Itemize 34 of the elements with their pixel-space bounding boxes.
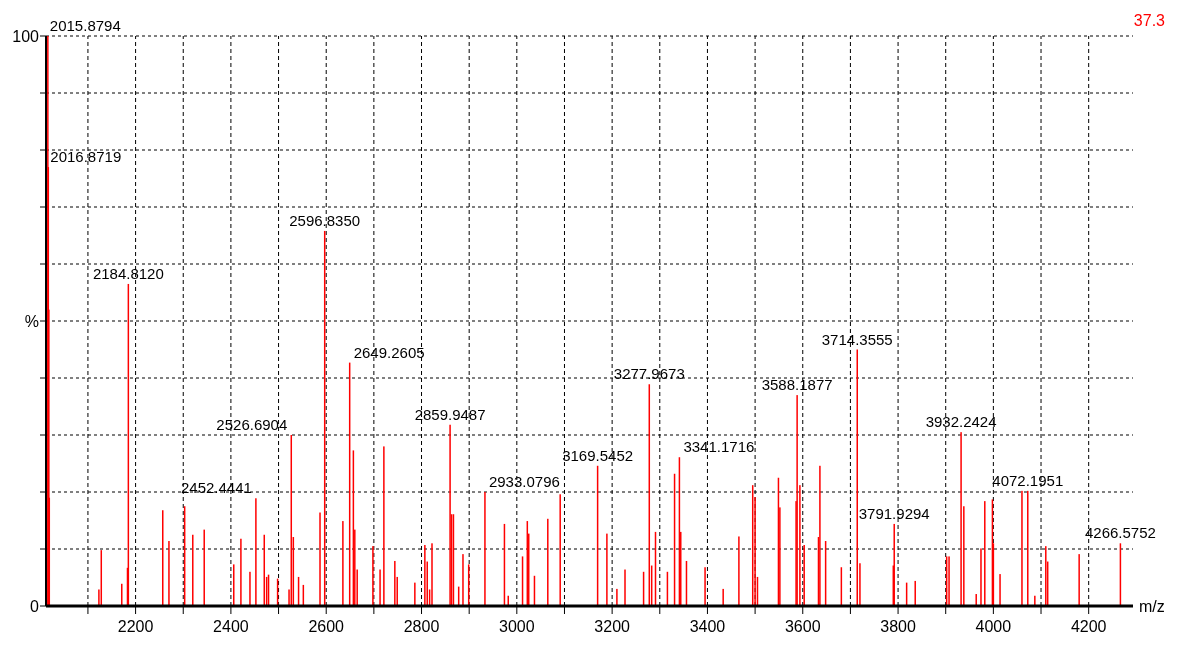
text: 37.3 [1133,12,1166,29]
annotation: 2933.0796 [488,473,560,490]
x-tick-label: 2800 [403,618,440,635]
annotation: 3932.2424 [925,413,997,431]
annotation: 2015.8794 [49,17,121,34]
annotation: 4072.1951 [992,471,1064,489]
annotation: 2184.8120 [92,264,164,282]
annotation: 2016.8719 [50,148,122,166]
y-axis-title: % [24,312,39,330]
x-tick-label: 3400 [689,618,726,635]
annotation: 2452.4441 [180,479,252,497]
annotation: 2526.6904 [216,416,288,433]
annotation: 2596.8350 [289,211,361,229]
x-tick-label: 2600 [308,618,345,635]
annotation: 3341.1716 [683,438,755,456]
annotation: 3714.3555 [821,330,893,348]
x-tick-label: 3200 [594,618,631,635]
annotation: 3588.1877 [761,376,833,394]
y-tick-label: 100 [12,27,40,45]
x-tick-label: 3000 [499,618,535,635]
x-tick-label: 2200 [117,618,154,635]
x-tick-label: 3800 [880,618,916,635]
x-tick-label: 4000 [975,618,1012,635]
x-tick-label: 3600 [784,618,821,635]
x-axis-title: m/z [1139,597,1165,615]
y-tick-label: 0 [30,597,40,615]
x-tick-label: 2400 [213,618,249,635]
annotation: 3791.9294 [858,504,930,522]
annotation: 2859.9487 [414,405,486,423]
annotation: 3169.5452 [562,446,634,464]
annotation: 2649.2605 [353,343,425,361]
annotation: 3277.9673 [613,365,685,383]
x-tick-label: 4200 [1070,618,1107,635]
annotation: 4266.5752 [1084,524,1156,542]
